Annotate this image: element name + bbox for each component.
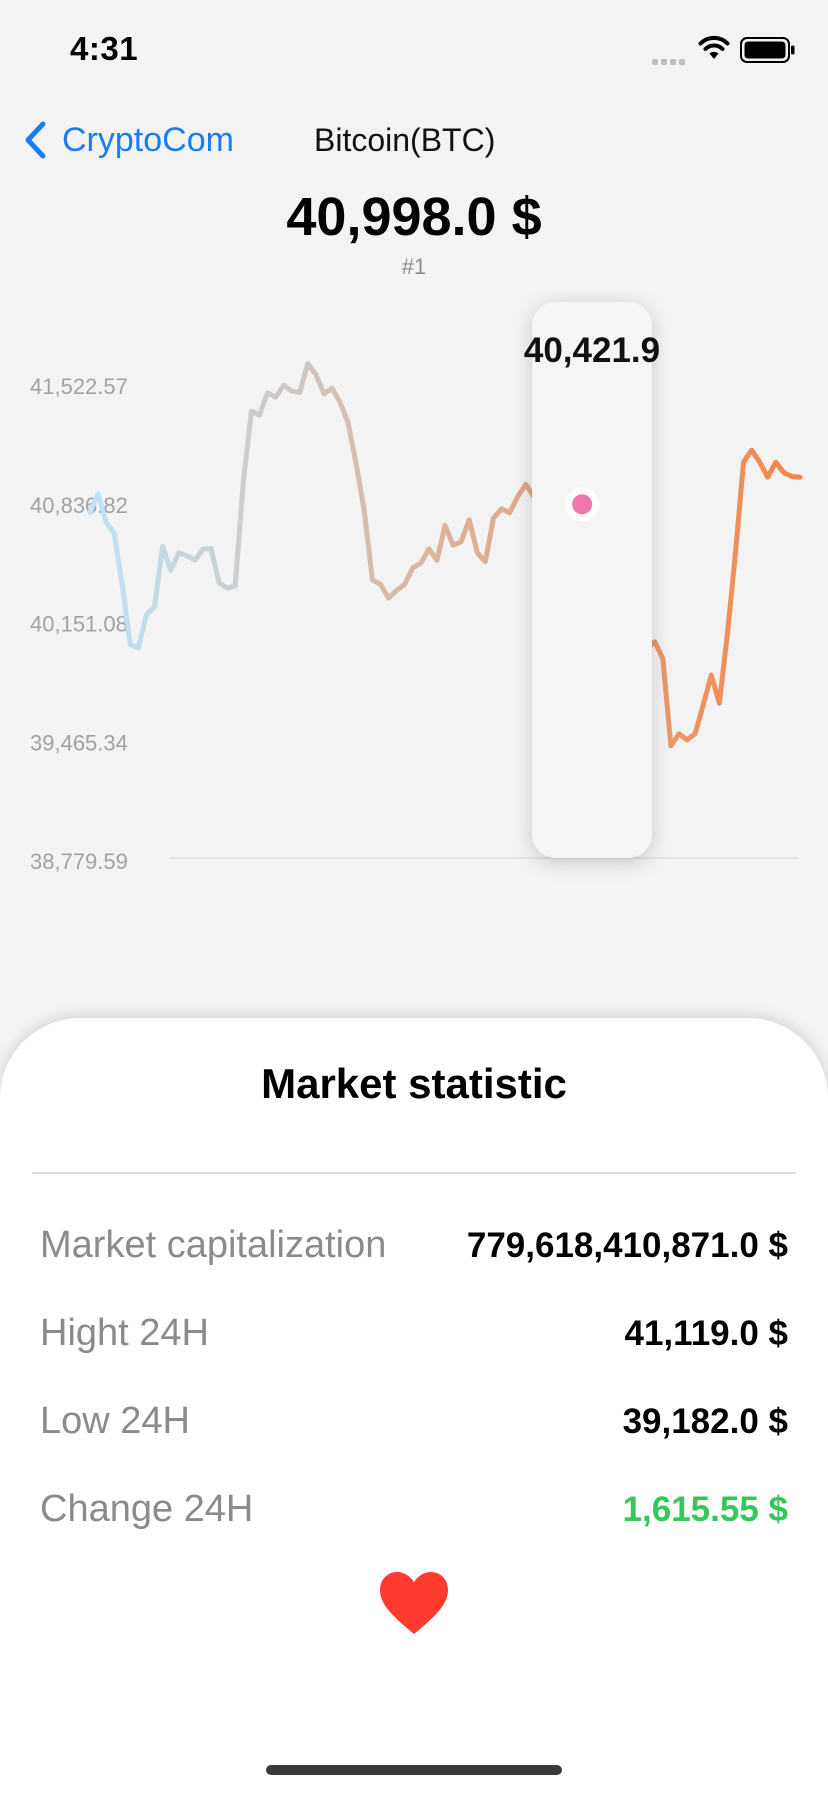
- y-tick-label: 41,522.57: [30, 374, 128, 399]
- stat-value: 39,182.0 $: [622, 1402, 788, 1441]
- stat-label: Market capitalization: [40, 1224, 387, 1266]
- favorite-button[interactable]: [378, 1570, 450, 1636]
- chevron-left-icon: [25, 121, 46, 159]
- stat-row-change-24h: Change 24H 1,615.55 $: [40, 1488, 788, 1548]
- heart-icon: [380, 1572, 448, 1634]
- status-bar: 4:31: [0, 0, 828, 100]
- battery-icon: [740, 37, 795, 63]
- status-time: 4:31: [70, 30, 139, 67]
- current-price: 40,998.0 $: [286, 187, 542, 247]
- selection-marker-dot: [572, 494, 593, 515]
- stat-value-positive: 1,615.55 $: [622, 1490, 788, 1529]
- coin-rank: #1: [401, 254, 427, 279]
- y-tick-label: 39,465.34: [30, 730, 128, 755]
- selection-tooltip-value: 40,421.9: [524, 331, 660, 370]
- sheet-title: Market statistic: [261, 1060, 567, 1107]
- navigation-bar: CryptoCom Bitcoin(BTC): [0, 110, 828, 170]
- y-tick-label: 40,151.08: [30, 612, 128, 637]
- y-tick-label: 38,779.59: [30, 849, 128, 874]
- y-axis: 41,522.57 40,836.82 40,151.08 39,465.34 38,7…: [30, 374, 128, 874]
- stat-value: 779,618,410,871.0 $: [466, 1226, 788, 1265]
- y-tick-label: 40,836.82: [30, 493, 128, 518]
- page-title: Bitcoin(BTC): [314, 122, 496, 158]
- stat-row-low-24h: Low 24H 39,182.0 $: [40, 1400, 788, 1460]
- stat-label: Low 24H: [40, 1400, 190, 1442]
- divider: [32, 1172, 796, 1174]
- stat-label: Change 24H: [40, 1488, 254, 1530]
- stat-row-market-cap: Market capitalization 779,618,410,871.0 …: [40, 1224, 788, 1284]
- home-indicator: [266, 1765, 562, 1775]
- price-chart[interactable]: 41,522.57 40,836.82 40,151.08 39,465.34 38,7…: [0, 290, 828, 890]
- back-button-label: CryptoCom: [62, 120, 234, 159]
- price-line-series: [87, 361, 803, 749]
- wifi-icon: [698, 35, 730, 59]
- back-button[interactable]: CryptoCom: [22, 120, 234, 160]
- stat-row-high-24h: Hight 24H 41,119.0 $: [40, 1312, 788, 1372]
- market-statistic-sheet: Market statistic Market capitalization 7…: [0, 1018, 828, 1798]
- selection-tooltip-card[interactable]: [532, 302, 652, 858]
- stat-label: Hight 24H: [40, 1312, 209, 1354]
- cellular-signal-icon: [652, 52, 688, 70]
- stat-value: 41,119.0 $: [624, 1314, 789, 1353]
